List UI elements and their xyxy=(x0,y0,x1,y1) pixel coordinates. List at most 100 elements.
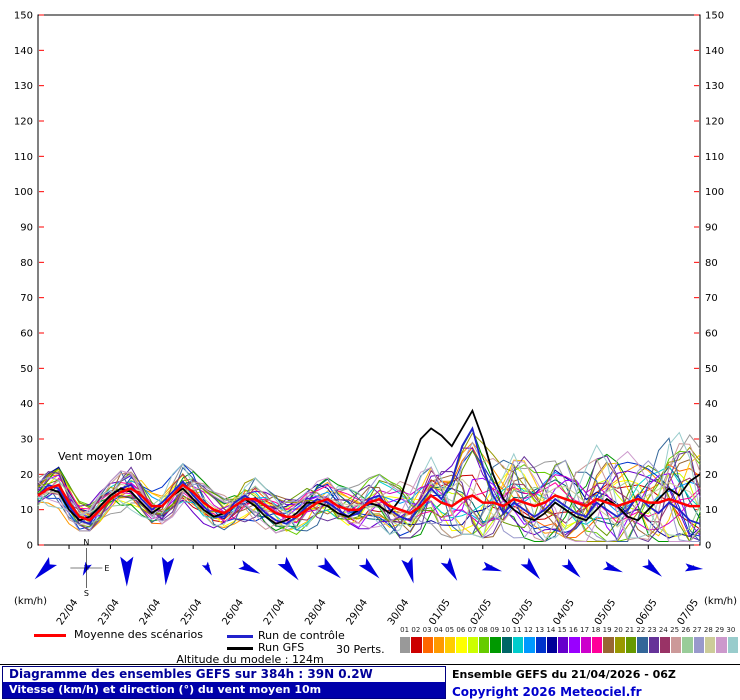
unit-label-right: (km/h) xyxy=(704,596,738,607)
wind-direction-arrow xyxy=(82,561,92,576)
legend-control-label: Run de contrôle xyxy=(258,629,345,642)
pert-color-swatch xyxy=(558,637,569,653)
pert-number: 17 xyxy=(580,626,590,634)
pert-color-swatch xyxy=(411,637,422,653)
wind-direction-arrow xyxy=(642,558,663,577)
pert-number: 10 xyxy=(501,626,511,634)
x-date-label: 06/05 xyxy=(634,597,660,627)
pert-number: 29 xyxy=(715,626,725,634)
x-date-label: 25/04 xyxy=(179,597,205,627)
control-line xyxy=(37,426,701,525)
ensemble-member-line xyxy=(37,431,701,539)
wind-direction-arrow xyxy=(481,561,503,572)
pert-color-swatch xyxy=(580,637,592,653)
mean-line xyxy=(37,483,700,522)
y-axis-label-right: 140 xyxy=(705,46,724,57)
y-axis-label-left: 60 xyxy=(20,329,33,340)
ensemble-member-line xyxy=(37,474,701,531)
compass-south-label: S xyxy=(84,589,89,598)
footer-title: Diagramme des ensembles GEFS sur 384h : … xyxy=(3,667,445,682)
pert-number: 18 xyxy=(591,626,601,634)
legend-mean-label: Moyenne des scénarios xyxy=(74,628,203,641)
ensemble-chart: 0 0 10 10 20 20 30 30 40 40 50 50 60 60 70 70 80 80 90 90 10… xyxy=(14,11,724,628)
y-axis-label-right: 0 xyxy=(705,541,711,552)
mean-line-swatch xyxy=(34,634,66,637)
pert-number: 21 xyxy=(625,626,635,634)
pert-color-swatch xyxy=(546,637,558,653)
y-axis-label-right: 60 xyxy=(705,329,718,340)
wind-direction-arrow xyxy=(120,556,134,587)
y-axis-label-right: 100 xyxy=(705,187,724,198)
run-info-label: Ensemble GEFS du 21/04/2026 - 06Z xyxy=(452,668,676,681)
y-axis-label-left: 40 xyxy=(20,399,33,410)
pert-color-swatch xyxy=(614,637,625,653)
y-axis-label-right: 10 xyxy=(705,505,718,516)
x-date-label: 27/04 xyxy=(262,597,288,627)
y-axis-label-right: 120 xyxy=(705,117,724,128)
pert-color-swatch xyxy=(693,637,705,653)
pert-number: 23 xyxy=(647,626,657,634)
pert-number: 30 xyxy=(726,626,736,634)
compass-east-label: E xyxy=(104,564,109,573)
pert-color-swatch xyxy=(603,637,614,653)
pert-number: 13 xyxy=(535,626,545,634)
pert-number: 08 xyxy=(478,626,488,634)
pert-color-swatch xyxy=(659,637,671,653)
pert-number: 20 xyxy=(613,626,623,634)
pert-numbers-row: 01 02 03 04 05 06 07 08 09 10 11 12 13 14 15 16 17 18 19 20… xyxy=(399,626,739,634)
pert-number: 03 xyxy=(422,626,432,634)
pert-color-swatch xyxy=(456,637,467,653)
pert-color-swatch xyxy=(467,637,479,653)
x-date-label: 02/05 xyxy=(469,597,495,627)
pert-number: 12 xyxy=(523,626,533,634)
wind-direction-arrow xyxy=(358,557,380,579)
pert-color-swatch xyxy=(433,637,445,653)
wind-direction-arrow xyxy=(520,557,541,580)
pert-number: 09 xyxy=(490,626,500,634)
footer-bar: Diagramme des ensembles GEFS sur 384h : … xyxy=(0,664,740,700)
y-axis-label-left: 150 xyxy=(14,11,33,22)
legend-gfs-label: Run GFS xyxy=(258,641,305,654)
compass-north-label: N xyxy=(83,538,89,547)
wind-direction-arrow xyxy=(201,561,212,576)
pert-color-swatch xyxy=(501,637,512,653)
copyright-label: Copyright 2026 Meteociel.fr xyxy=(452,685,642,699)
control-line-swatch xyxy=(227,635,253,638)
pert-color-swatch xyxy=(512,637,524,653)
pert-number: 02 xyxy=(411,626,421,634)
y-axis-label-right: 50 xyxy=(705,364,718,375)
wind-direction-arrow xyxy=(34,556,58,580)
wind-direction-arrow xyxy=(561,558,581,578)
pert-number: 24 xyxy=(658,626,668,634)
x-date-label: 30/04 xyxy=(386,597,412,627)
y-axis-label-right: 90 xyxy=(705,223,718,234)
pert-number: 25 xyxy=(670,626,680,634)
pert-color-swatch xyxy=(637,637,648,653)
ensemble-member-line xyxy=(37,469,701,525)
pert-color-swatch xyxy=(705,637,716,653)
y-axis-label-left: 130 xyxy=(14,81,33,92)
pert-number: 11 xyxy=(512,626,522,634)
unit-label-left: (km/h) xyxy=(14,596,48,607)
x-date-label: 23/04 xyxy=(96,597,122,627)
pert-colors-row xyxy=(400,637,739,653)
wind-direction-arrow xyxy=(161,556,175,586)
pert-number: 22 xyxy=(636,626,646,634)
pert-color-swatch xyxy=(490,637,501,653)
pert-color-swatch xyxy=(671,637,682,653)
y-axis-label-right: 40 xyxy=(705,399,718,410)
x-date-label: 28/04 xyxy=(303,597,329,627)
footer-subtitle: Vitesse (km/h) et direction (°) du vent … xyxy=(3,682,445,698)
pert-number: 16 xyxy=(568,626,578,634)
pert-number: 07 xyxy=(467,626,477,634)
ensemble-member-line xyxy=(37,432,701,542)
pert-color-swatch xyxy=(524,637,535,653)
y-axis-label-left: 80 xyxy=(20,258,33,269)
pert-number: 19 xyxy=(602,626,612,634)
pert-color-swatch xyxy=(479,637,490,653)
footer-title-box: Diagramme des ensembles GEFS sur 384h : … xyxy=(2,666,446,699)
pert-color-swatch xyxy=(727,637,738,653)
plot-annotation: Vent moyen 10m xyxy=(58,450,153,463)
y-axis-label-left: 90 xyxy=(20,223,33,234)
